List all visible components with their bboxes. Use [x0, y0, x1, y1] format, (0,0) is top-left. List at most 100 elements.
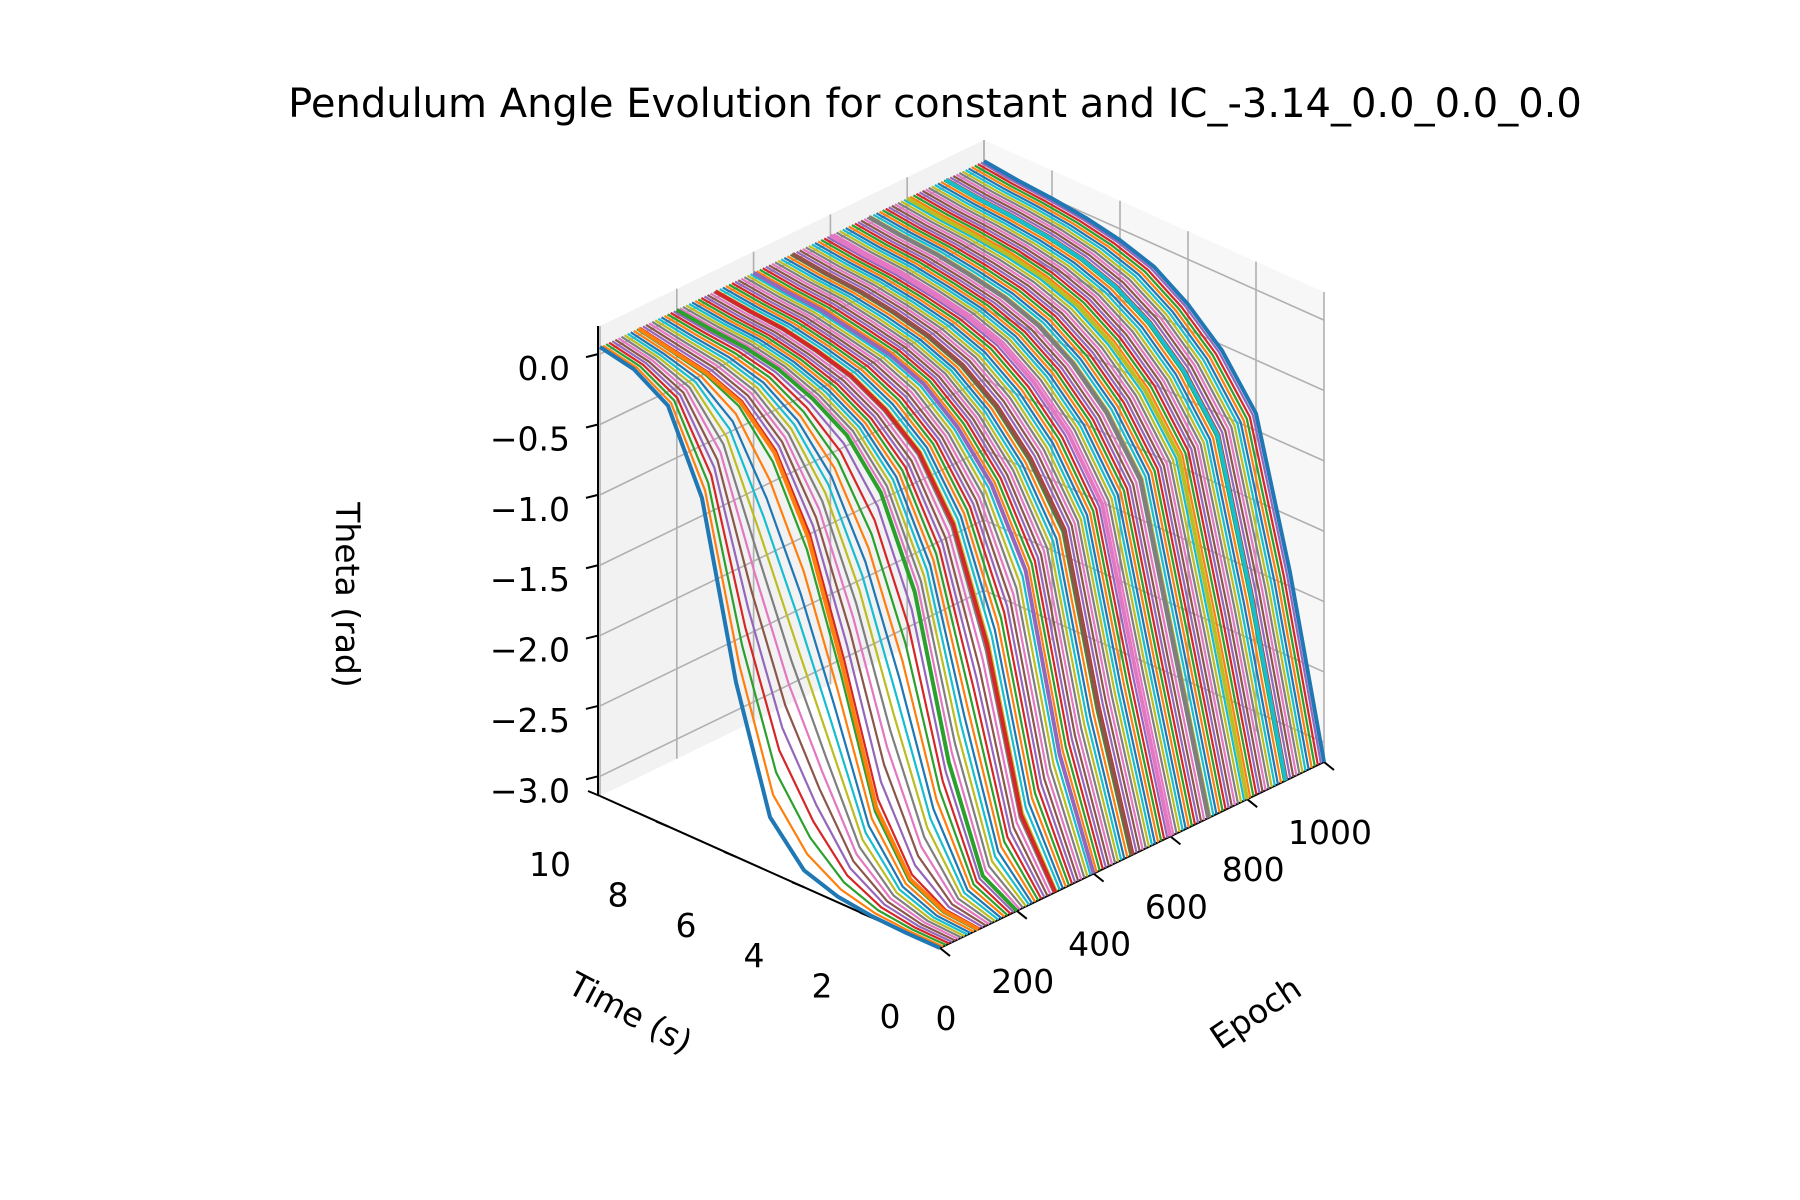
series-line [627, 332, 969, 936]
series-line [630, 331, 972, 935]
series-line [648, 322, 990, 926]
y-tick-label: 2 [812, 967, 833, 1006]
series-line [611, 340, 953, 944]
series-line [731, 282, 1074, 885]
series-line [703, 295, 1046, 898]
x-tick-label: 1000 [1288, 813, 1372, 852]
series-line [796, 250, 1138, 854]
series-line [854, 222, 1197, 825]
series-line [697, 298, 1040, 901]
z-tick-label: −1.5 [490, 560, 570, 599]
series-line [931, 185, 1273, 788]
series-line-highlight [829, 233, 1173, 837]
series-line-highlight [675, 308, 1019, 913]
series-line [823, 237, 1166, 840]
series-line [617, 337, 959, 941]
series-line [774, 261, 1117, 864]
z-tick-mark [585, 564, 599, 570]
y-tick-label: 10 [529, 845, 571, 884]
series-line [894, 203, 1236, 806]
series-line [737, 279, 1080, 882]
series-line [749, 273, 1092, 876]
x-tick-mark [1169, 835, 1182, 846]
series-line [915, 192, 1258, 795]
series-line [879, 210, 1221, 813]
y-tick-mark [655, 820, 669, 828]
series-line [891, 204, 1233, 807]
series-lines [598, 159, 1326, 950]
series-line [722, 286, 1064, 889]
z-tick-label: −2.5 [490, 701, 570, 740]
series-line [608, 341, 950, 945]
series-line [928, 186, 1270, 789]
x-tick-label: 0 [936, 999, 957, 1038]
series-line [706, 294, 1049, 897]
series-line [977, 163, 1319, 766]
series-line [768, 264, 1111, 867]
series-line [620, 335, 962, 939]
x-tick-label: 600 [1145, 887, 1208, 926]
x-tick-mark [1092, 872, 1105, 883]
series-line [654, 319, 996, 923]
x-tick-mark [939, 947, 951, 957]
series-line [734, 280, 1077, 883]
series-line [848, 225, 1190, 828]
series-line [952, 175, 1295, 778]
series-line [872, 213, 1215, 816]
series-line [771, 262, 1114, 865]
z-tick-label: 0.0 [518, 349, 570, 388]
z-tick-mark [585, 634, 599, 640]
series-line [918, 191, 1261, 794]
series-line [820, 239, 1163, 842]
series-line [805, 246, 1147, 849]
series-line [679, 307, 1021, 911]
series-line [728, 283, 1071, 886]
z-tick-label: −0.5 [490, 420, 570, 459]
series-line [756, 270, 1098, 873]
x-tick-mark [1323, 761, 1335, 771]
series-line [888, 206, 1230, 809]
series-line [673, 310, 1015, 914]
series-line-highlight [714, 289, 1058, 894]
y-tick-mark [791, 881, 805, 889]
series-line [934, 183, 1276, 787]
series-line-highlight [983, 159, 1326, 763]
series-line [903, 198, 1246, 801]
series-line [700, 297, 1043, 900]
series-line [667, 313, 1009, 917]
series-line [940, 180, 1283, 784]
series-line-highlight [906, 196, 1250, 800]
series-line [759, 268, 1101, 871]
series-line [786, 255, 1129, 858]
series-line [958, 172, 1301, 775]
y-tick-mark [723, 850, 737, 858]
y-tick-label: 6 [676, 906, 697, 945]
series-line [885, 207, 1227, 810]
series-line [814, 241, 1157, 845]
series-line [719, 288, 1061, 891]
series-line [832, 233, 1175, 836]
series-line [799, 249, 1141, 852]
x-tick-mark [1246, 798, 1258, 808]
series-line [746, 274, 1089, 877]
z-tick-label: −3.0 [490, 771, 570, 810]
series-line-highlight [867, 215, 1211, 819]
series-line [682, 305, 1024, 909]
series-line [897, 201, 1240, 804]
series-line [826, 236, 1169, 839]
x-tick-label: 200 [991, 962, 1054, 1001]
y-tick-label: 4 [744, 936, 765, 975]
z-tick-mark [585, 775, 599, 781]
series-line [694, 300, 1037, 903]
series-line [882, 209, 1224, 812]
z-tick-label: −2.0 [490, 631, 570, 670]
series-line [842, 228, 1184, 831]
series-line [835, 231, 1178, 834]
series-line [817, 240, 1160, 843]
series-line [688, 303, 1030, 906]
series-line [783, 256, 1126, 859]
series-line [663, 314, 1006, 918]
series-line [968, 167, 1310, 770]
series-line [925, 188, 1267, 791]
